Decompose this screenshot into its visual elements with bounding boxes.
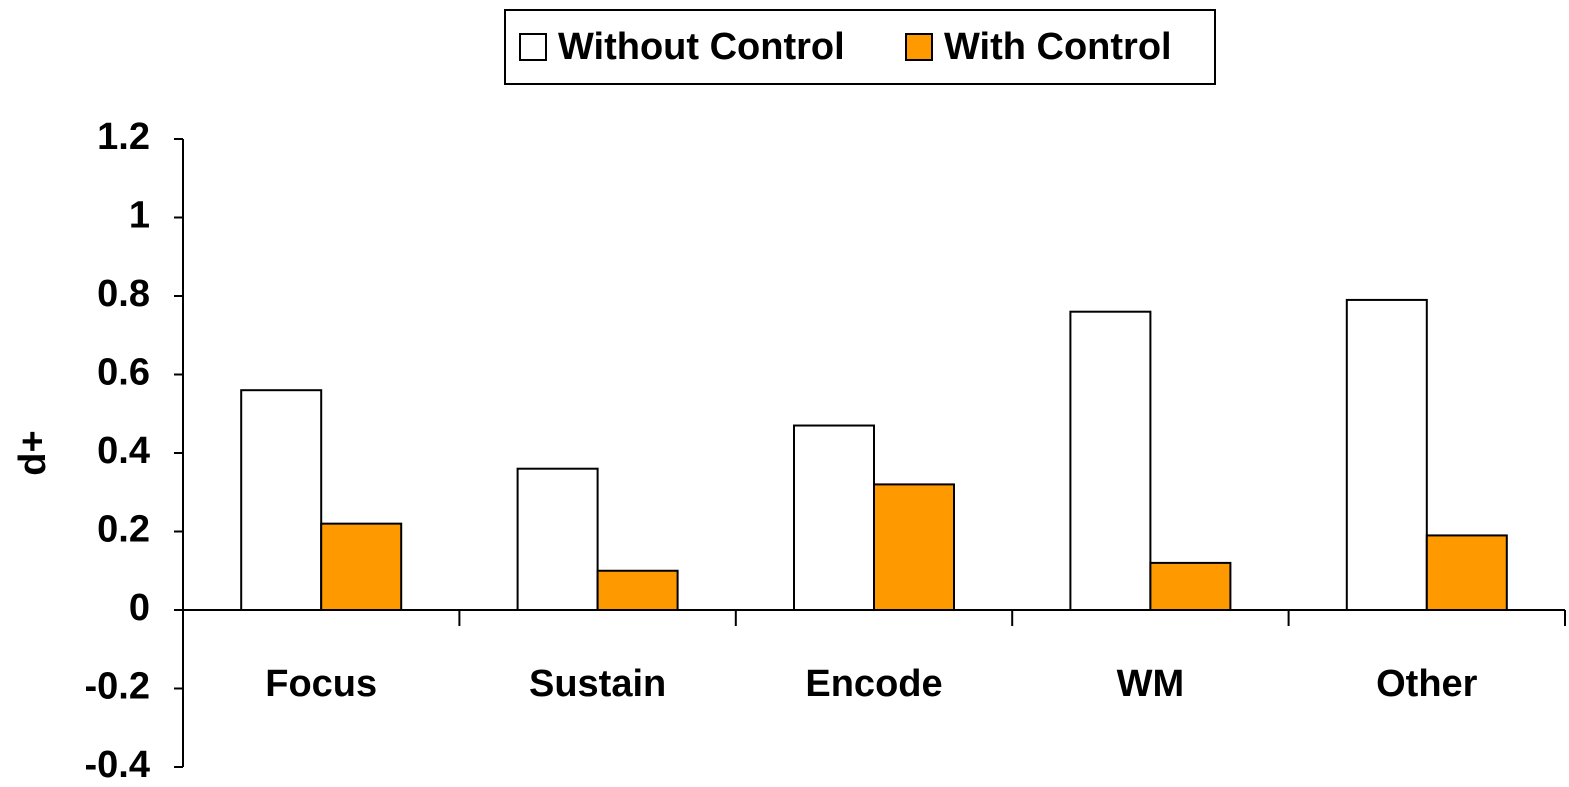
y-tick-label: -0.4 [85,744,150,786]
legend-label: Without Control [558,26,845,68]
bar [240,389,323,612]
y-tick-label: 0.6 [97,352,150,394]
bar [1069,310,1152,611]
bar [1425,534,1508,611]
y-axis-label: d+ [12,430,54,475]
bar [320,522,403,612]
legend-box [504,9,1216,85]
bar [516,467,599,612]
x-tick-label: WM [1117,663,1185,705]
x-tick-label: Focus [265,663,377,705]
bar [1345,298,1428,611]
bar [793,424,875,611]
bar [873,483,955,611]
legend-swatch [519,33,547,61]
y-tick-label: 0.2 [97,509,150,551]
legend-swatch [905,33,933,61]
bar [1149,561,1232,612]
x-tick-label: Encode [805,663,942,705]
bar [596,569,679,611]
y-tick-label: 0.4 [97,430,150,472]
x-tick-label: Sustain [529,663,666,705]
legend-label: With Control [944,26,1172,68]
y-tick-label: -0.2 [85,666,150,708]
y-tick-label: 0 [129,587,150,629]
y-tick-label: 1 [129,195,150,237]
y-tick-label: 0.8 [97,273,150,315]
y-tick-label: 1.2 [97,116,150,158]
x-tick-label: Other [1376,663,1478,705]
